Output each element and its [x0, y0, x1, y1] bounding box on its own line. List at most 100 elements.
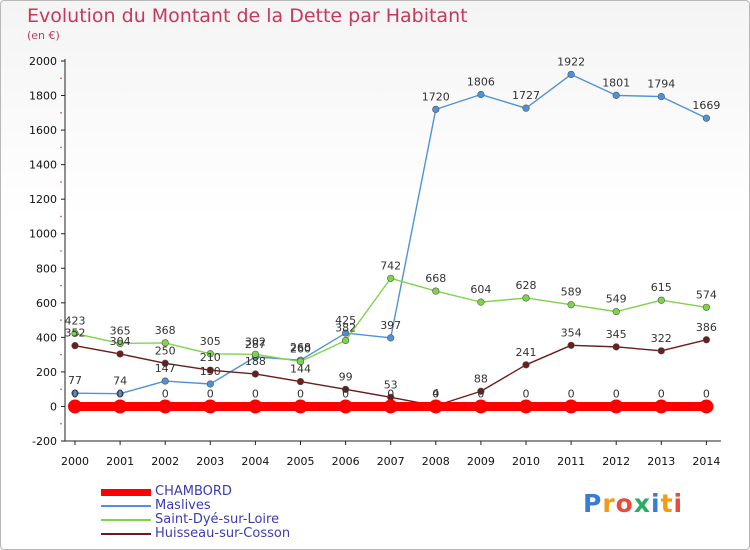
data-point — [522, 361, 530, 369]
legend-swatch — [101, 488, 151, 496]
x-tick-label: 2001 — [106, 455, 134, 468]
data-label: 53 — [384, 378, 398, 391]
y-minor-tick — [60, 146, 62, 149]
data-point — [522, 294, 530, 302]
data-point — [567, 341, 575, 349]
data-label: 0 — [523, 387, 530, 400]
y-minor-tick — [60, 215, 62, 218]
y-tick-label: 1200 — [29, 193, 57, 206]
y-tick-label: 0 — [50, 400, 57, 413]
data-label: 322 — [651, 332, 672, 345]
data-point — [477, 387, 485, 395]
data-label: 99 — [339, 370, 353, 383]
data-label: 1794 — [647, 78, 675, 91]
y-minor-tick — [60, 388, 62, 390]
data-label: 549 — [606, 293, 627, 306]
data-label: 287 — [245, 338, 266, 351]
y-minor-tick — [60, 77, 62, 80]
data-point — [428, 399, 443, 414]
data-label: 668 — [425, 272, 446, 285]
data-label: 365 — [110, 324, 131, 337]
legend-item: Maslives — [101, 499, 290, 513]
data-point — [296, 357, 305, 366]
data-label: 1922 — [557, 55, 585, 68]
y-tick-label: 2000 — [29, 55, 57, 68]
data-point — [71, 329, 79, 337]
data-point — [116, 339, 124, 348]
data-point — [567, 70, 575, 79]
legend-label: CHAMBORD — [155, 484, 232, 499]
data-point — [432, 287, 440, 295]
data-label: 615 — [651, 281, 672, 294]
data-label: 742 — [380, 259, 401, 272]
data-point — [702, 114, 711, 122]
data-point — [657, 92, 665, 101]
data-point — [206, 350, 214, 358]
data-point — [161, 339, 169, 347]
data-point — [387, 274, 395, 282]
data-label: 0 — [387, 387, 394, 400]
x-tick-label: 2000 — [61, 455, 89, 468]
data-point — [522, 104, 530, 112]
data-label: 0 — [72, 387, 79, 400]
logo-letter: x — [633, 489, 651, 518]
y-minor-tick — [60, 284, 62, 287]
data-point — [699, 399, 714, 414]
logo-letter: i — [673, 489, 684, 518]
data-point — [296, 377, 305, 386]
legend-label: Huisseau-sur-Cosson — [155, 526, 291, 541]
data-point — [612, 91, 620, 99]
logo-letter: t — [660, 489, 674, 518]
data-point — [654, 399, 669, 414]
data-label: 0 — [658, 387, 665, 400]
y-tick-label: 1800 — [29, 90, 57, 103]
data-label: 0 — [297, 387, 304, 400]
data-label: 305 — [200, 335, 221, 348]
y-tick-label: 400 — [36, 331, 57, 344]
x-tick-label: 2002 — [151, 455, 179, 468]
data-label: 241 — [516, 346, 537, 359]
y-minor-tick — [60, 319, 62, 321]
data-label: 144 — [290, 363, 311, 376]
x-tick-label: 2012 — [602, 455, 630, 468]
data-point — [248, 399, 263, 414]
data-point — [473, 399, 488, 414]
logo-letter: r — [602, 489, 616, 518]
data-point — [161, 377, 169, 385]
legend-item: CHAMBORD — [101, 485, 290, 499]
y-tick-label: -200 — [32, 435, 57, 448]
data-label: 386 — [696, 321, 717, 334]
x-tick-label: 2009 — [467, 455, 495, 468]
x-tick-label: 2008 — [422, 455, 450, 468]
data-label: 1669 — [692, 99, 720, 112]
y-minor-tick — [60, 353, 62, 356]
data-label: 147 — [155, 362, 176, 375]
data-label: 368 — [155, 324, 176, 337]
y-tick-label: 1600 — [29, 124, 57, 137]
chart-subtitle: (en €) — [27, 29, 60, 42]
data-point — [206, 366, 214, 374]
y-tick-label: 200 — [36, 366, 57, 379]
x-tick-label: 2005 — [287, 455, 315, 468]
data-point — [293, 399, 308, 414]
data-label: 268 — [290, 341, 311, 354]
data-label: 352 — [65, 327, 86, 340]
data-label: 0 — [613, 387, 620, 400]
x-tick-label: 2010 — [512, 455, 540, 468]
data-label: 4 — [432, 387, 439, 400]
y-tick-label: 800 — [36, 262, 57, 275]
data-label: 304 — [110, 335, 131, 348]
data-label: 1727 — [512, 89, 540, 102]
data-label: 1801 — [602, 76, 630, 89]
y-tick-label: 1000 — [29, 228, 57, 241]
legend-label: Maslives — [155, 498, 211, 513]
y-minor-tick — [60, 422, 62, 425]
data-label: 188 — [245, 355, 266, 368]
y-minor-tick — [60, 112, 62, 114]
legend-item: Saint-Dyé-sur-Loire — [101, 513, 290, 527]
logo-letter: i — [651, 489, 661, 518]
data-label: 0 — [162, 387, 169, 400]
data-label: 0 — [117, 387, 124, 400]
data-point — [702, 336, 711, 344]
